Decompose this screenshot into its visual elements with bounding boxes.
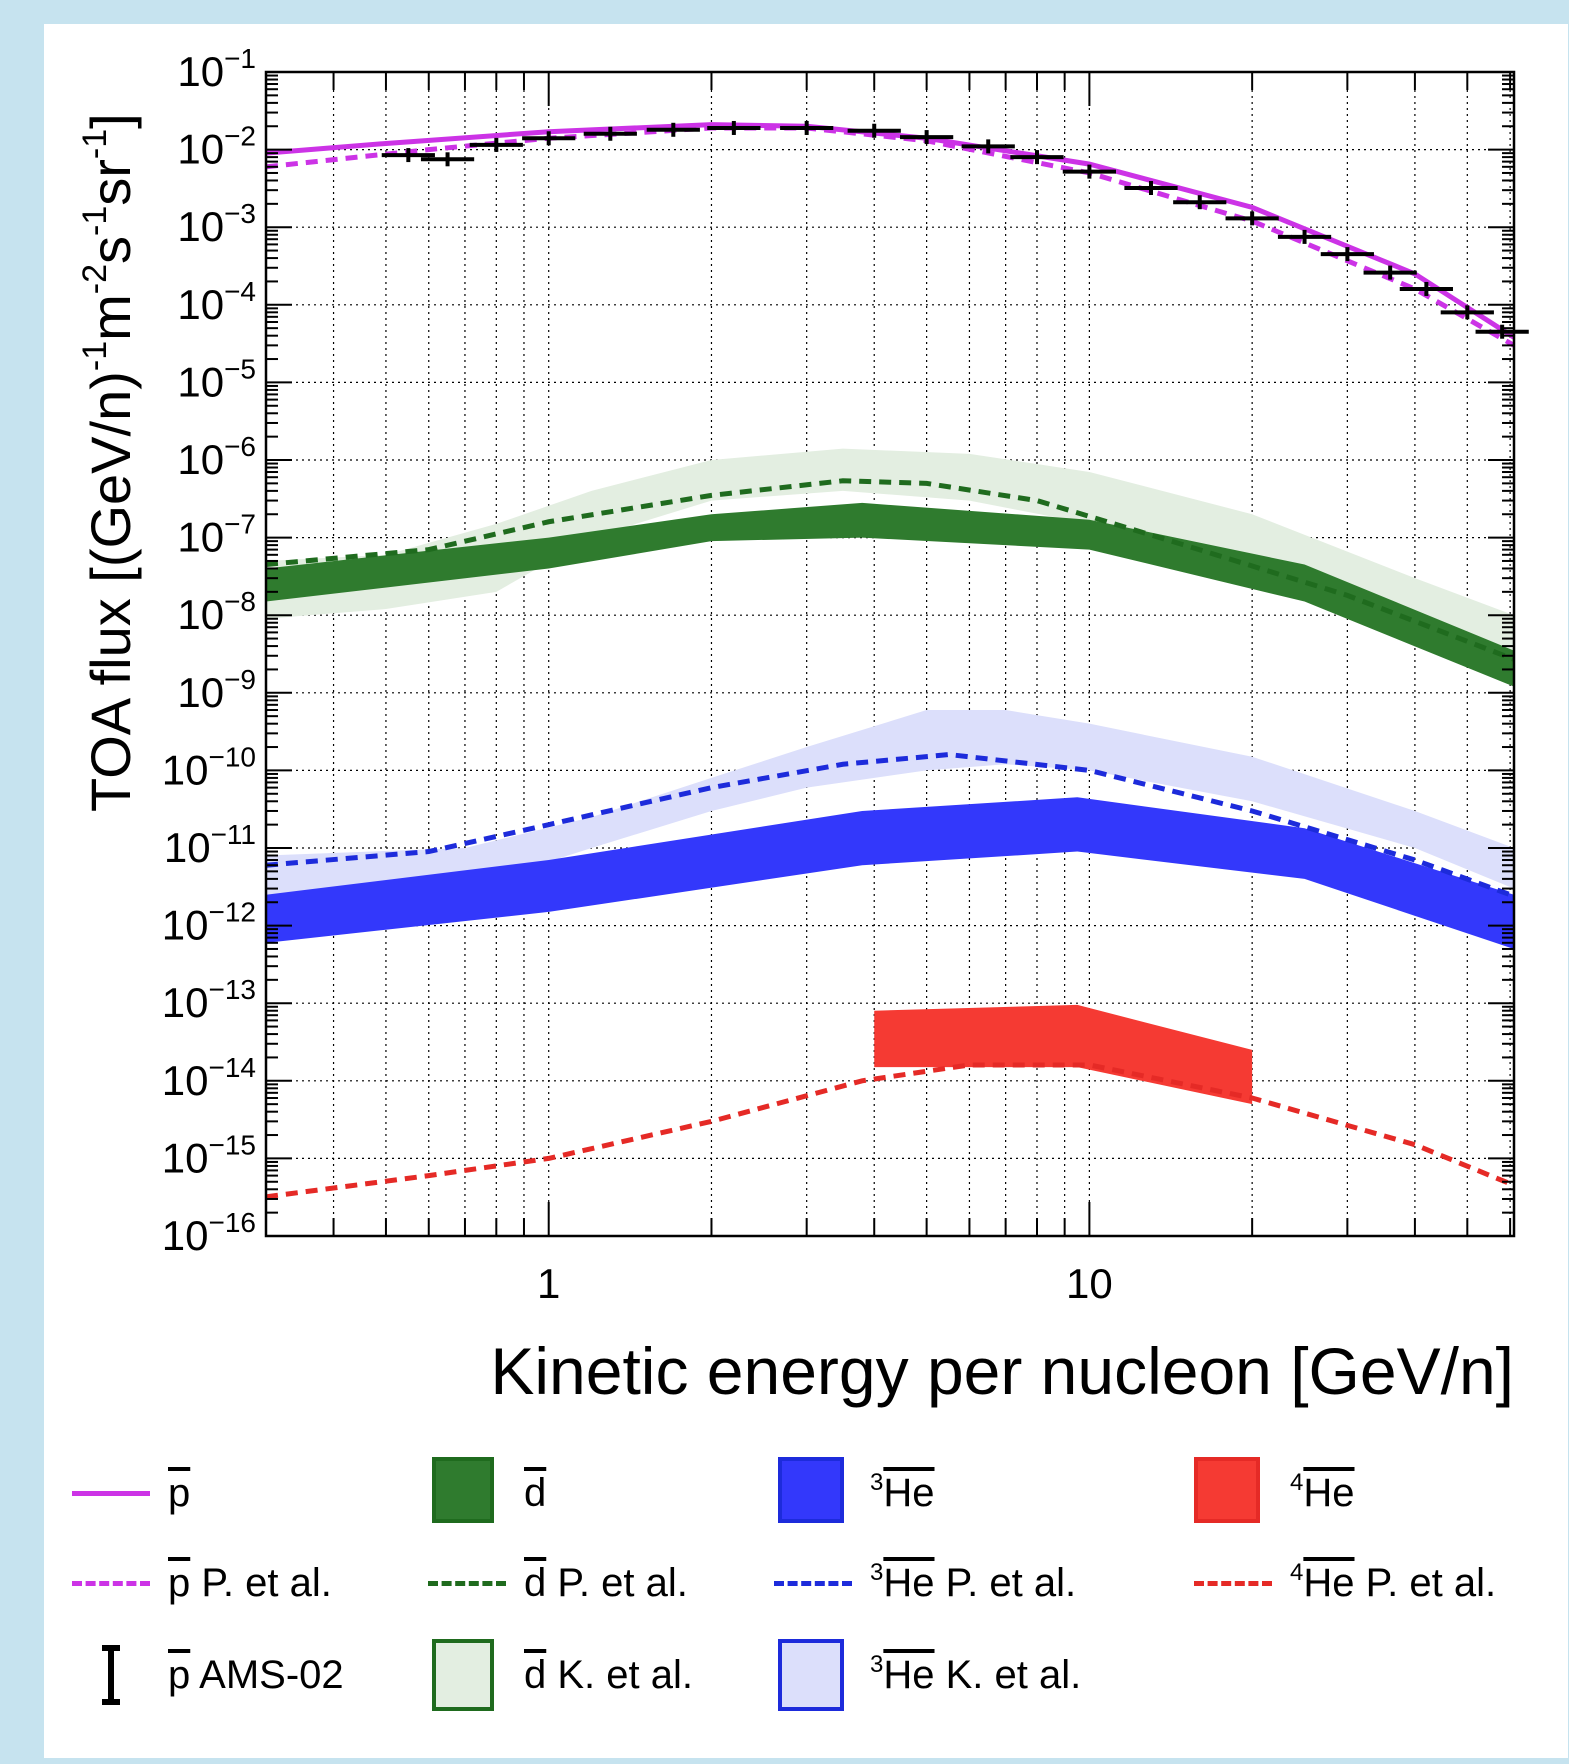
y-tick-label: 10−6 xyxy=(177,431,256,483)
y-tick-label: 10−2 xyxy=(177,121,256,173)
legend-item-he3-pet: 3He P. et al. xyxy=(770,1538,1076,1628)
legend-box-symbol xyxy=(1190,1453,1276,1533)
legend-label-pbar-ams: p AMS-02 xyxy=(168,1652,344,1697)
legend-box-symbol xyxy=(770,1635,856,1715)
y-tick-label: 10−14 xyxy=(162,1052,256,1104)
ams-data-points xyxy=(381,120,1529,339)
legend-item-pbar: p xyxy=(68,1448,190,1538)
y-tick-label: 10−11 xyxy=(164,819,256,871)
y-tick-labels: 10−1 10−2 10−3 10−4 10−5 10−6 10−7 10−8 10−9 10−1… xyxy=(162,43,256,1259)
line-3he-p-et-al- xyxy=(265,752,1515,899)
bands xyxy=(266,448,1514,1105)
ams-data-point xyxy=(646,122,700,137)
ams-data-point xyxy=(961,139,1015,154)
legend-label-pbar: p xyxy=(168,1470,191,1515)
y-tick-label: 10−9 xyxy=(177,664,256,716)
ams-data-point xyxy=(1399,281,1453,296)
ams-data-point xyxy=(847,123,901,138)
legend-label-dbar: d xyxy=(524,1470,547,1515)
ams-data-point xyxy=(1277,229,1332,244)
legend-dashed-line-symbol xyxy=(68,1543,154,1623)
legend-label-dbar-ket: d K. et al. xyxy=(524,1652,693,1697)
band-3he-band xyxy=(266,797,1514,949)
y-tick-label: 10−5 xyxy=(177,353,256,405)
legend-item-pbar-pet: p P. et al. xyxy=(68,1538,332,1628)
ams-data-point xyxy=(1225,211,1279,226)
legend-label-dbar-pet: d P. et al. xyxy=(524,1560,688,1605)
legend-solid-line-symbol xyxy=(68,1453,154,1533)
ams-data-point xyxy=(900,130,954,145)
legend-item-dbar-ket: d K. et al. xyxy=(424,1630,693,1720)
y-tick-label: 10−12 xyxy=(162,897,256,949)
band-p-k-band xyxy=(266,448,1514,680)
ams-data-point xyxy=(780,120,834,135)
y-axis-label: TOA flux [(GeV/n)-1m-2s-1sr-1] xyxy=(76,113,142,812)
plot-border xyxy=(264,70,1516,1238)
x-tick-labels: 1 10 xyxy=(537,1260,1113,1307)
y-tick-label: 10−15 xyxy=(162,1129,256,1181)
legend-label-pbar-pet: p P. et al. xyxy=(168,1560,332,1605)
y-tick-label: 10−7 xyxy=(177,509,256,561)
legend-box-symbol xyxy=(424,1453,510,1533)
y-tick-label: 10−4 xyxy=(177,276,256,328)
y-tick-label: 10−16 xyxy=(162,1207,256,1259)
ams-data-point xyxy=(469,137,523,152)
y-tick-label: 10−8 xyxy=(177,586,256,638)
legend: p d 3He 4He p P. et al. d P. et al. xyxy=(44,1440,1568,1760)
legend-box-symbol xyxy=(424,1635,510,1715)
ams-data-point xyxy=(1440,305,1494,320)
band-4he-band xyxy=(874,1004,1253,1105)
legend-item-he4: 4He xyxy=(1190,1448,1355,1538)
band-3he-k-band xyxy=(266,710,1514,903)
legend-item-he3-ket: 3He K. et al. xyxy=(770,1630,1081,1720)
legend-label-he4-pet: 4He P. et al. xyxy=(1290,1558,1497,1605)
x-tick-label: 10 xyxy=(1066,1260,1113,1307)
flux-chart: 10−1 10−2 10−3 10−4 10−5 10−6 10−7 10−8 10−9 10−1… xyxy=(76,43,1529,1408)
legend-item-pbar-ams: p AMS-02 xyxy=(68,1630,344,1720)
ams-data-point xyxy=(583,126,637,141)
y-tick-label: 10−1 xyxy=(177,43,256,95)
legend-label-he3-pet: 3He P. et al. xyxy=(870,1558,1077,1605)
ams-data-point xyxy=(1320,247,1374,262)
line-p- xyxy=(265,122,1516,340)
ams-data-point xyxy=(420,152,475,167)
ams-data-point xyxy=(707,120,761,135)
legend-label-he4: 4He xyxy=(1290,1468,1355,1515)
legend-item-dbar: d xyxy=(424,1448,546,1538)
legend-errorbar-symbol xyxy=(68,1635,154,1715)
legend-dashed-line-symbol xyxy=(1190,1543,1276,1623)
line-d-p-et-al- xyxy=(265,478,1515,662)
y-tick-label: 10−3 xyxy=(177,198,256,250)
ams-data-point xyxy=(381,148,435,163)
legend-dashed-line-symbol xyxy=(424,1543,510,1623)
legend-dashed-line-symbol xyxy=(770,1543,856,1623)
ams-data-point xyxy=(1173,195,1227,210)
line-4he-p-et-al- xyxy=(265,1062,1515,1200)
ams-data-point xyxy=(1062,164,1116,179)
x-axis-label: Kinetic energy per nucleon [GeV/n] xyxy=(490,1334,1514,1408)
plot-frame xyxy=(264,70,1516,1238)
ams-data-point xyxy=(1363,265,1417,280)
ams-data-point xyxy=(1124,181,1178,196)
legend-item-he4-pet: 4He P. et al. xyxy=(1190,1538,1496,1628)
ams-data-point xyxy=(522,131,576,146)
y-axis-label-text: TOA flux [(GeV/n)-1m-2s-1sr-1] xyxy=(76,113,142,812)
y-tick-label: 10−13 xyxy=(162,974,256,1026)
legend-label-he3: 3He xyxy=(870,1468,935,1515)
legend-label-he3-ket: 3He K. et al. xyxy=(870,1650,1082,1697)
ams-data-point xyxy=(1010,150,1064,165)
legend-box-symbol xyxy=(770,1453,856,1533)
x-tick-label: 1 xyxy=(537,1260,560,1307)
legend-item-he3: 3He xyxy=(770,1448,935,1538)
y-tick-label: 10−10 xyxy=(162,741,256,793)
legend-item-dbar-pet: d P. et al. xyxy=(424,1538,688,1628)
